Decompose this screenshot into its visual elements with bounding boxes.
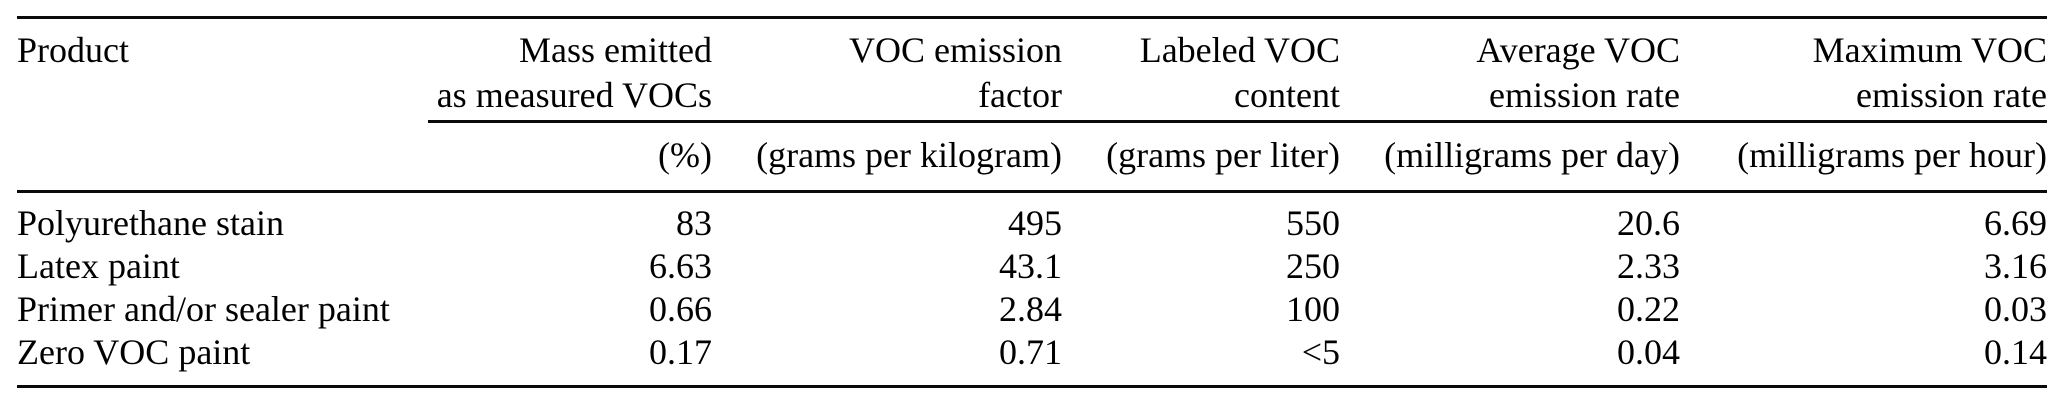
value-cell: 3.16	[1984, 246, 2047, 286]
product-cell: Polyurethane stain	[17, 203, 284, 243]
value-cell: 43.1	[999, 246, 1062, 286]
header-line: factor	[978, 75, 1062, 115]
product-cell: Zero VOC paint	[17, 332, 251, 372]
unit-label: (milligrams per day)	[1384, 135, 1680, 175]
column-header-mass-emitted: Mass emitted as measured VOCs	[427, 16, 712, 120]
value-cell: 0.66	[649, 289, 712, 329]
column-header-product: Product	[17, 16, 427, 120]
table-row: Polyurethane stain 83 495 550 20.6 6.69	[17, 190, 2047, 245]
value-cell: 495	[1008, 203, 1062, 243]
unit-label: (milligrams per hour)	[1737, 135, 2047, 175]
unit-label: (%)	[658, 135, 712, 175]
value-cell: 550	[1286, 203, 1340, 243]
column-header-voc-emission-factor: VOC emission factor	[712, 16, 1062, 120]
header-line: Product	[17, 30, 129, 70]
value-cell: 6.63	[649, 246, 712, 286]
value-cell: 0.71	[999, 332, 1062, 372]
value-cell: 0.04	[1617, 332, 1680, 372]
table-row: Primer and/or sealer paint 0.66 2.84 100…	[17, 288, 2047, 331]
header-line: content	[1234, 75, 1340, 115]
value-cell: 20.6	[1617, 203, 1680, 243]
product-cell: Primer and/or sealer paint	[17, 289, 390, 329]
table-row: Zero VOC paint 0.17 0.71 <5 0.04 0.14	[17, 331, 2047, 374]
table-bottom-rule	[17, 385, 2047, 388]
value-cell: 6.69	[1984, 203, 2047, 243]
column-header-average-voc-emission-rate: Average VOC emission rate	[1340, 16, 1680, 120]
value-cell: 0.03	[1984, 289, 2047, 329]
table-units-bottom-rule	[17, 190, 2047, 193]
value-cell: 83	[676, 203, 712, 243]
table-row: Latex paint 6.63 43.1 250 2.33 3.16	[17, 245, 2047, 288]
units-row: (%) (grams per kilogram) (grams per lite…	[17, 120, 2047, 190]
value-cell: 0.14	[1984, 332, 2047, 372]
table-header-spanner-rule	[428, 120, 2047, 123]
value-cell: 0.17	[649, 332, 712, 372]
header-line: as measured VOCs	[436, 75, 712, 115]
value-cell: <5	[1301, 332, 1340, 372]
voc-emissions-table: Product Mass emitted as measured VOCs VO…	[17, 16, 2047, 374]
product-cell: Latex paint	[17, 246, 180, 286]
header-row: Product Mass emitted as measured VOCs VO…	[17, 16, 2047, 120]
value-cell: 100	[1286, 289, 1340, 329]
column-header-labeled-voc-content: Labeled VOC content	[1062, 16, 1340, 120]
value-cell: 2.33	[1617, 246, 1680, 286]
unit-label: (grams per liter)	[1106, 135, 1340, 175]
unit-label: (grams per kilogram)	[756, 135, 1062, 175]
column-header-maximum-voc-emission-rate: Maximum VOC emission rate	[1680, 16, 2047, 120]
value-cell: 2.84	[999, 289, 1062, 329]
header-line: Labeled VOC	[1139, 30, 1340, 70]
table-top-rule	[17, 16, 2047, 19]
header-line: VOC emission	[848, 30, 1062, 70]
header-line: Mass emitted	[519, 30, 712, 70]
header-line: Maximum VOC	[1812, 30, 2047, 70]
header-line: emission rate	[1856, 75, 2047, 115]
value-cell: 250	[1286, 246, 1340, 286]
header-line: emission rate	[1489, 75, 1680, 115]
header-line: Average VOC	[1476, 30, 1680, 70]
value-cell: 0.22	[1617, 289, 1680, 329]
unit-label	[17, 120, 427, 190]
